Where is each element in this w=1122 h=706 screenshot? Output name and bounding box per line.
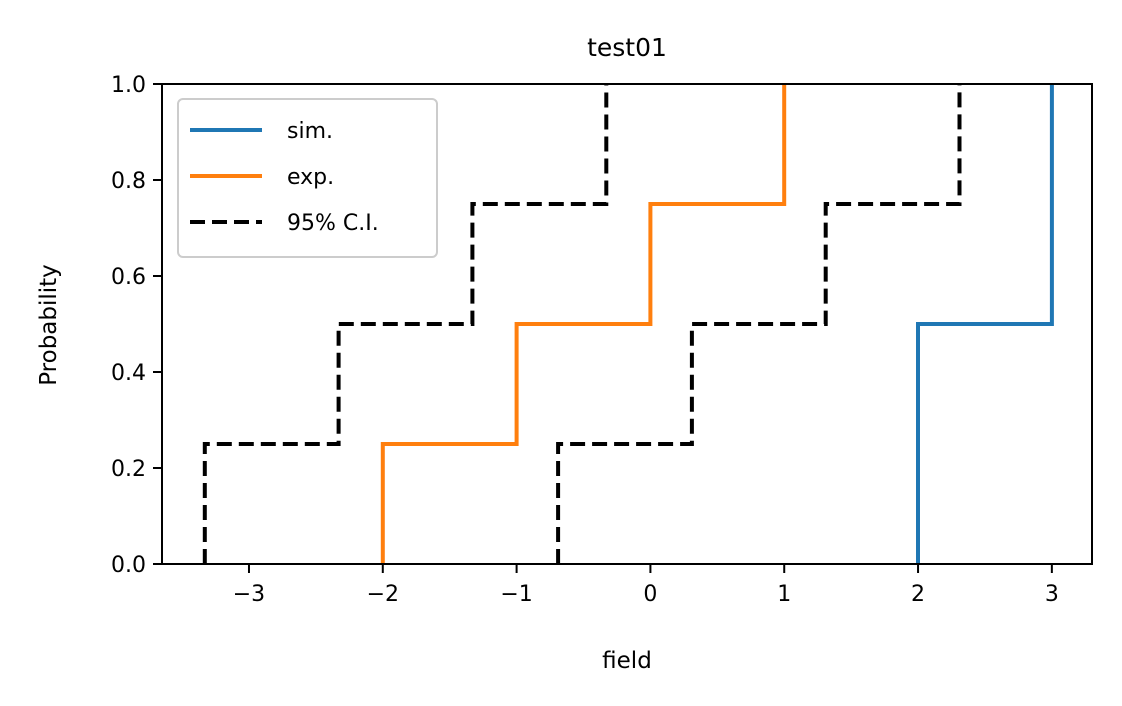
series-line-exp bbox=[380, 84, 787, 564]
y-tick-label: 0.6 bbox=[111, 265, 146, 290]
x-tick-label: 0 bbox=[643, 582, 657, 607]
x-tick-label: −2 bbox=[367, 582, 399, 607]
x-tick-label: −1 bbox=[500, 582, 532, 607]
y-tick-label: 0.2 bbox=[111, 457, 146, 482]
legend-label: sim. bbox=[287, 119, 333, 144]
y-tick-label: 1.0 bbox=[111, 73, 146, 98]
y-tick-label: 0.4 bbox=[111, 361, 146, 386]
axis-ticks: −3 −2 −1 0 1 2 3 0.0 0.2 0.4 0.6 0.8 1.0 bbox=[111, 73, 1059, 607]
x-tick-label: 1 bbox=[777, 582, 791, 607]
series-line-95-c-i bbox=[202, 84, 609, 564]
legend-label: 95% C.I. bbox=[287, 211, 379, 236]
x-tick-label: 2 bbox=[911, 582, 925, 607]
legend-label: exp. bbox=[287, 165, 334, 190]
series-line-ci-upper bbox=[556, 84, 962, 564]
y-tick-label: 0.8 bbox=[111, 169, 146, 194]
plot-lines bbox=[202, 84, 1054, 564]
x-tick-label: −3 bbox=[233, 582, 265, 607]
legend-box bbox=[177, 98, 438, 258]
chart-title: test01 bbox=[587, 33, 667, 62]
series-line-sim bbox=[916, 84, 1054, 564]
x-tick-label: 3 bbox=[1045, 582, 1059, 607]
x-axis-label: field bbox=[602, 648, 652, 674]
legend: sim. exp. 95% C.I. bbox=[177, 98, 438, 258]
y-axis-label: Probability bbox=[36, 264, 62, 386]
plot-frame bbox=[161, 83, 1093, 565]
y-tick-label: 0.0 bbox=[111, 553, 146, 578]
